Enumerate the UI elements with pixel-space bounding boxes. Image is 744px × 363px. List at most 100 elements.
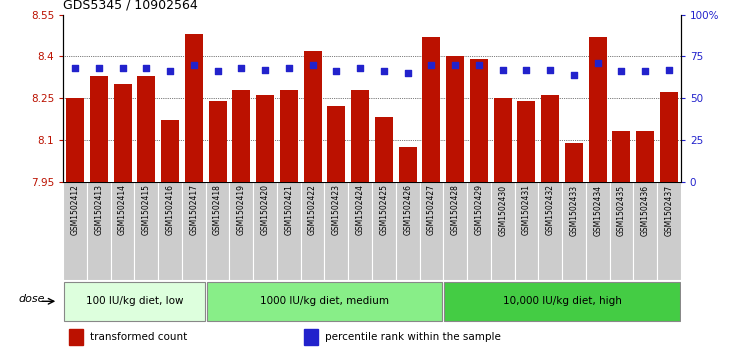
Bar: [470, 59, 488, 182]
Bar: [158, 182, 182, 280]
Bar: [304, 329, 318, 345]
FancyBboxPatch shape: [207, 282, 442, 321]
Point: [544, 67, 556, 73]
Text: GSM1502434: GSM1502434: [593, 184, 602, 236]
Bar: [538, 182, 562, 280]
Point: [568, 72, 580, 78]
Point: [521, 67, 533, 73]
Point: [164, 68, 176, 74]
Text: GSM1502418: GSM1502418: [213, 184, 222, 235]
Bar: [277, 182, 301, 280]
Bar: [229, 182, 253, 280]
Bar: [90, 76, 108, 182]
Bar: [182, 182, 206, 280]
Bar: [467, 182, 491, 280]
FancyBboxPatch shape: [65, 282, 205, 321]
Bar: [348, 182, 372, 280]
Point: [117, 65, 129, 71]
Bar: [660, 93, 678, 182]
Text: GSM1502436: GSM1502436: [641, 184, 650, 236]
Point: [591, 60, 603, 66]
Bar: [494, 98, 512, 182]
Point: [497, 67, 509, 73]
Bar: [515, 182, 538, 280]
Bar: [420, 182, 443, 280]
Bar: [206, 182, 229, 280]
Point: [663, 67, 675, 73]
Bar: [633, 182, 657, 280]
Text: GSM1502426: GSM1502426: [403, 184, 412, 236]
Text: GSM1502417: GSM1502417: [190, 184, 199, 236]
Bar: [565, 143, 583, 182]
Text: GSM1502416: GSM1502416: [166, 184, 175, 236]
Text: GSM1502413: GSM1502413: [94, 184, 103, 236]
Bar: [372, 182, 396, 280]
Point: [402, 70, 414, 76]
Text: GSM1502432: GSM1502432: [545, 184, 554, 236]
Bar: [443, 182, 467, 280]
Bar: [657, 182, 681, 280]
Text: GSM1502428: GSM1502428: [451, 184, 460, 235]
Text: GSM1502433: GSM1502433: [569, 184, 578, 236]
Point: [141, 65, 153, 71]
Text: GSM1502430: GSM1502430: [498, 184, 507, 236]
Point: [639, 68, 651, 74]
Bar: [609, 182, 633, 280]
Text: transformed count: transformed count: [91, 332, 187, 342]
Point: [235, 65, 247, 71]
Bar: [185, 34, 203, 182]
Text: GSM1502419: GSM1502419: [237, 184, 246, 236]
Text: GSM1502422: GSM1502422: [308, 184, 317, 235]
Bar: [351, 90, 369, 182]
Text: GSM1502420: GSM1502420: [260, 184, 269, 236]
Text: GSM1502435: GSM1502435: [617, 184, 626, 236]
Point: [212, 68, 224, 74]
Point: [307, 62, 318, 68]
Text: GSM1502412: GSM1502412: [71, 184, 80, 235]
Bar: [66, 98, 84, 182]
Bar: [586, 182, 609, 280]
Bar: [301, 182, 324, 280]
Bar: [589, 37, 606, 182]
Bar: [636, 131, 654, 182]
Point: [473, 62, 485, 68]
Bar: [209, 101, 226, 182]
Bar: [612, 131, 630, 182]
Bar: [327, 106, 345, 182]
Point: [283, 65, 295, 71]
Text: percentile rank within the sample: percentile rank within the sample: [325, 332, 501, 342]
Bar: [399, 147, 417, 182]
Bar: [111, 182, 135, 280]
Bar: [562, 182, 586, 280]
Bar: [232, 90, 250, 182]
Bar: [256, 95, 274, 182]
Point: [188, 62, 200, 68]
Bar: [253, 182, 277, 280]
Bar: [375, 118, 393, 182]
Point: [378, 68, 390, 74]
Point: [449, 62, 461, 68]
Point: [93, 65, 105, 71]
Text: 1000 IU/kg diet, medium: 1000 IU/kg diet, medium: [260, 296, 389, 306]
Bar: [63, 182, 87, 280]
Bar: [396, 182, 420, 280]
Text: GSM1502431: GSM1502431: [522, 184, 531, 236]
Bar: [324, 182, 348, 280]
Bar: [541, 95, 559, 182]
Bar: [87, 182, 111, 280]
Text: GSM1502437: GSM1502437: [664, 184, 673, 236]
Text: GSM1502424: GSM1502424: [356, 184, 365, 236]
Point: [354, 65, 366, 71]
Text: GSM1502423: GSM1502423: [332, 184, 341, 236]
Point: [69, 65, 81, 71]
Text: GSM1502415: GSM1502415: [142, 184, 151, 236]
Text: GSM1502425: GSM1502425: [379, 184, 388, 236]
Text: GDS5345 / 10902564: GDS5345 / 10902564: [63, 0, 198, 12]
Text: dose: dose: [19, 294, 45, 304]
Bar: [138, 76, 155, 182]
Text: GSM1502414: GSM1502414: [118, 184, 127, 236]
Bar: [518, 101, 535, 182]
Bar: [304, 51, 321, 182]
Point: [330, 68, 342, 74]
Point: [426, 62, 437, 68]
